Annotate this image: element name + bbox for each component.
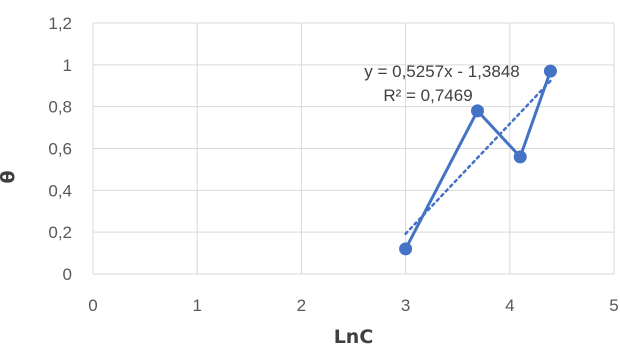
data-point [513,150,527,164]
data-point [543,64,557,78]
y-tick-label: 0,6 [48,140,72,159]
x-tick-label: 1 [192,296,201,315]
data-point [399,242,413,256]
trendline [404,79,552,236]
y-tick-label: 0 [63,265,72,284]
grid [92,22,615,275]
x-tick-label: 5 [609,296,618,315]
x-tick-label: 2 [297,296,306,315]
trendline-equation: y = 0,5257x - 1,3848 [364,62,519,81]
trendline-line [404,79,552,236]
x-tick-label: 0 [88,296,97,315]
y-tick-label: 0,4 [48,181,72,200]
y-tick-label: 0,2 [48,223,72,242]
x-axis-title: LnC [334,326,374,348]
data-series [399,64,557,256]
x-tick-label: 4 [505,296,514,315]
y-axis-title: θ [0,170,19,183]
trendline-r-squared: R² = 0,7469 [383,86,472,105]
data-point [470,104,484,118]
y-tick-label: 1,2 [48,14,72,33]
series-line [404,70,552,250]
x-tick-labels: 0 1 2 3 4 5 [88,296,618,315]
y-tick-label: 0,8 [48,98,72,117]
y-tick-label: 1 [63,56,72,75]
x-tick-label: 3 [401,296,410,315]
y-tick-labels: 0 0,2 0,4 0,6 0,8 1 1,2 [48,14,72,284]
